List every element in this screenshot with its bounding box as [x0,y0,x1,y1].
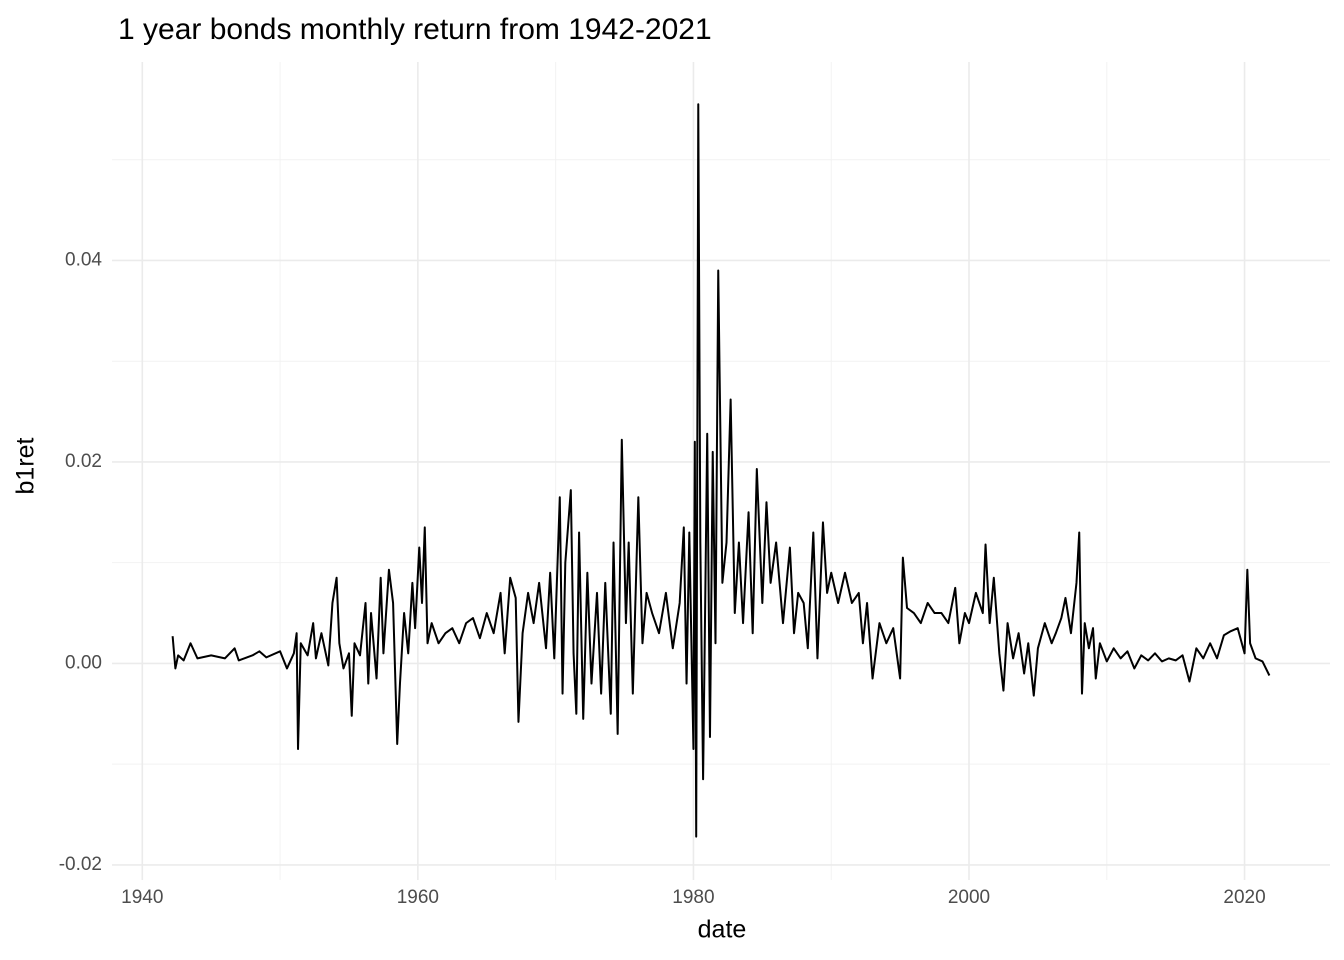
x-axis-title: date [698,916,747,944]
y-tick-label: 0.02 [65,451,102,472]
x-tick-label: 1940 [121,887,163,908]
y-tick-label: 0.04 [65,249,102,270]
x-tick-label: 2020 [1223,887,1265,908]
y-axis-title: b1ret [12,437,40,494]
x-tick-label: 2000 [948,887,990,908]
y-tick-label: -0.02 [59,854,102,875]
y-tick-label: 0.00 [65,652,102,673]
grid [112,62,1330,880]
x-tick-label: 1960 [397,887,439,908]
x-tick-label: 1980 [672,887,714,908]
data-line [171,103,1271,838]
chart-title: 1 year bonds monthly return from 1942-20… [118,13,712,46]
